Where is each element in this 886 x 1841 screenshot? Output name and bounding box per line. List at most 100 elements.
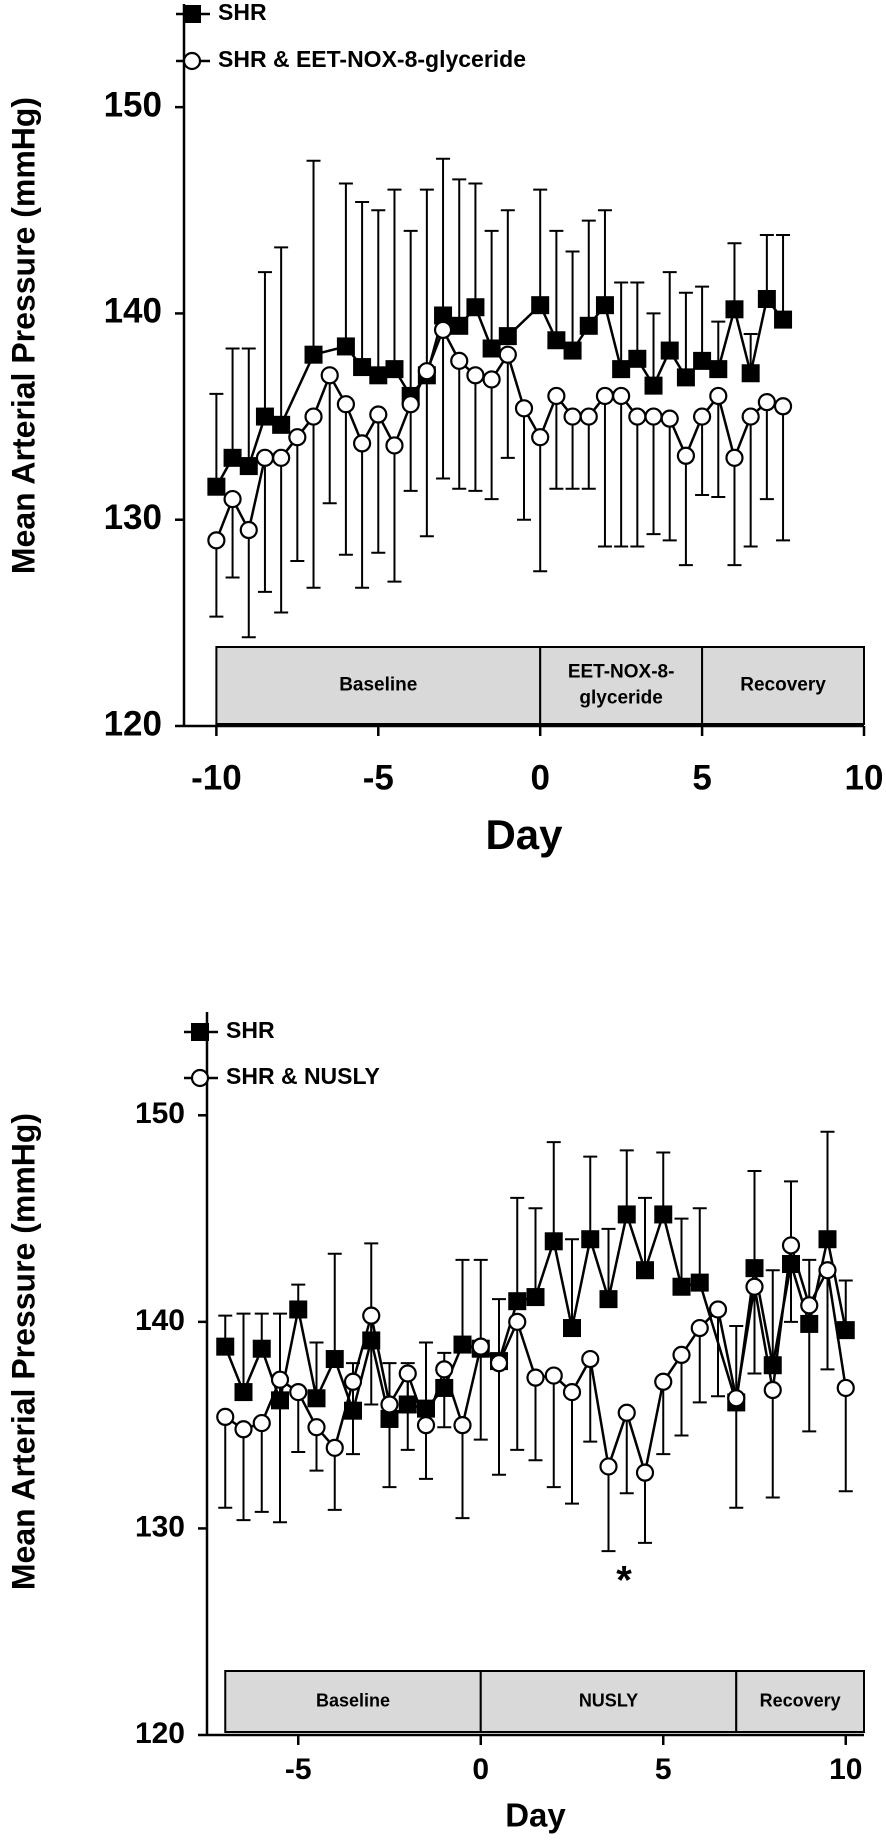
marker (660, 409, 679, 428)
error-bar (565, 1238, 579, 1329)
error-bar (257, 271, 272, 417)
error-bar (241, 530, 256, 639)
marker (635, 1463, 655, 1482)
error-bar (533, 188, 548, 306)
error-bar (327, 1252, 342, 1360)
y-tick-label: 150 (135, 1097, 185, 1130)
marker (644, 376, 663, 395)
marker (325, 1438, 344, 1457)
y-tick-label: 130 (104, 498, 162, 537)
marker (336, 395, 356, 414)
annotation: * (616, 1559, 632, 1603)
marker (336, 337, 355, 356)
marker (343, 1372, 363, 1391)
legend-marker (190, 1068, 210, 1088)
error-bar (759, 402, 774, 501)
x-tick-label: -10 (191, 758, 242, 797)
error-bar (747, 1286, 762, 1375)
marker (676, 368, 695, 387)
error-bar (236, 1312, 251, 1393)
marker (482, 370, 501, 389)
error-bar (468, 375, 483, 492)
error-bar (646, 416, 661, 536)
error-bar (614, 281, 629, 370)
x-axis-title: Day (505, 1797, 566, 1834)
marker (562, 1382, 582, 1402)
error-bar (743, 416, 758, 548)
error-bar (338, 182, 353, 347)
marker (547, 331, 566, 350)
marker (654, 1372, 673, 1391)
error-bar (662, 418, 677, 542)
marker (401, 395, 420, 414)
marker (352, 434, 372, 453)
marker (617, 1205, 636, 1224)
error-bar (597, 209, 612, 306)
marker (369, 405, 388, 424)
marker (800, 1296, 819, 1315)
error-bar (638, 1472, 652, 1544)
marker (435, 1360, 454, 1379)
legend-label: SHR (226, 1017, 275, 1043)
marker (526, 1288, 545, 1307)
error-bar (597, 395, 612, 548)
marker (252, 1339, 271, 1358)
marker (255, 407, 274, 426)
marker (676, 446, 696, 465)
phase-label: Recovery (740, 675, 826, 696)
marker (579, 316, 598, 335)
marker (489, 1354, 509, 1373)
error-bar (601, 1227, 616, 1300)
error-bar (695, 416, 710, 496)
error-bar (209, 392, 224, 487)
error-bar (436, 157, 451, 316)
error-bar (517, 408, 531, 521)
marker (385, 436, 404, 455)
y-tick-label: 140 (135, 1304, 185, 1337)
y-tick-label: 120 (135, 1717, 185, 1750)
marker (498, 327, 517, 346)
marker (304, 345, 323, 364)
phase-box (215, 646, 542, 725)
marker (782, 1255, 800, 1274)
x-tick-label: 5 (692, 758, 711, 797)
x-tick-label: 0 (472, 1753, 489, 1786)
marker (353, 358, 372, 377)
y-axis-title: Mean Arterial Pressure (mmHg) (5, 97, 41, 574)
error-bar (510, 1321, 525, 1451)
marker (725, 448, 744, 467)
error-bar (364, 1315, 379, 1406)
legend-marker (191, 1023, 209, 1041)
error-bar (601, 1466, 616, 1553)
marker (514, 399, 534, 418)
marker (223, 448, 242, 467)
marker (660, 341, 679, 360)
marker (818, 1230, 837, 1249)
error-bar (727, 457, 742, 567)
error-bar (565, 1392, 579, 1505)
marker (725, 300, 744, 319)
error-bar (838, 1387, 853, 1493)
marker (599, 1290, 618, 1309)
error-bar (820, 1130, 835, 1240)
error-bar (419, 188, 434, 376)
marker (289, 1300, 308, 1319)
marker (757, 289, 776, 308)
marker (800, 1314, 819, 1333)
marker (272, 448, 291, 467)
marker (544, 1232, 563, 1251)
marker (763, 1380, 782, 1400)
legend-label: SHR & EET-NOX-8-glyceride (218, 46, 526, 72)
marker (741, 364, 760, 383)
error-bar (371, 209, 386, 376)
error-bar (419, 1341, 433, 1409)
marker (672, 1345, 691, 1365)
legend-label: SHR & NUSLY (226, 1063, 380, 1089)
error-bar (565, 416, 580, 490)
error-bar (403, 404, 418, 492)
marker (307, 1418, 326, 1437)
phase-box (479, 1670, 738, 1733)
marker (628, 407, 647, 426)
marker (207, 477, 226, 496)
marker (289, 1382, 308, 1402)
